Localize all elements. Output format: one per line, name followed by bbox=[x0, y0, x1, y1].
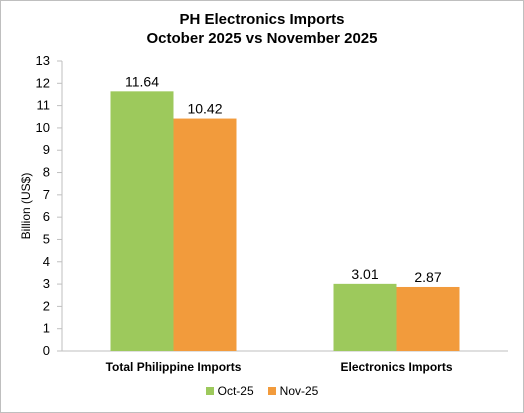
y-tick-label: 6 bbox=[43, 209, 50, 224]
y-tick-label: 4 bbox=[43, 254, 50, 269]
category-label: Total Philippine Imports bbox=[106, 360, 242, 374]
legend: Oct-25 Nov-25 bbox=[0, 384, 524, 398]
y-tick-label: 10 bbox=[36, 120, 50, 135]
bar-nov-25 bbox=[396, 286, 460, 351]
y-tick-label: 12 bbox=[36, 75, 50, 90]
chart-title: PH Electronics Imports bbox=[179, 11, 345, 28]
data-label: 2.87 bbox=[414, 269, 441, 285]
legend-swatch bbox=[267, 387, 276, 395]
chart-title-block: PH Electronics Imports October 2025 vs N… bbox=[0, 10, 524, 48]
y-tick-label: 2 bbox=[43, 298, 50, 313]
data-label: 3.01 bbox=[351, 266, 378, 282]
legend-item: Oct-25 bbox=[205, 384, 254, 398]
y-axis-label: Billion (US$) bbox=[19, 173, 33, 240]
y-tick-label: 1 bbox=[43, 321, 50, 336]
legend-label: Nov-25 bbox=[279, 384, 319, 398]
y-tick-label: 9 bbox=[43, 142, 50, 157]
bar-oct-25 bbox=[110, 91, 174, 351]
y-tick-label: 3 bbox=[43, 276, 50, 291]
y-tick-label: 8 bbox=[43, 165, 50, 180]
y-tick-label: 7 bbox=[43, 187, 50, 202]
legend-label: Oct-25 bbox=[217, 384, 254, 398]
data-label: 11.64 bbox=[125, 73, 159, 89]
y-tick-label: 0 bbox=[43, 343, 50, 358]
y-tick-label: 11 bbox=[37, 98, 51, 113]
y-tick-label: 13 bbox=[36, 53, 50, 68]
bar-oct-25 bbox=[333, 283, 397, 351]
legend-item: Nov-25 bbox=[267, 384, 319, 398]
data-label: 10.42 bbox=[187, 101, 222, 117]
legend-swatch bbox=[205, 387, 214, 395]
y-tick-label: 5 bbox=[43, 231, 50, 246]
chart-subtitle: October 2025 vs November 2025 bbox=[146, 30, 378, 47]
bar-nov-25 bbox=[173, 118, 237, 351]
category-label: Electronics Imports bbox=[340, 360, 452, 374]
